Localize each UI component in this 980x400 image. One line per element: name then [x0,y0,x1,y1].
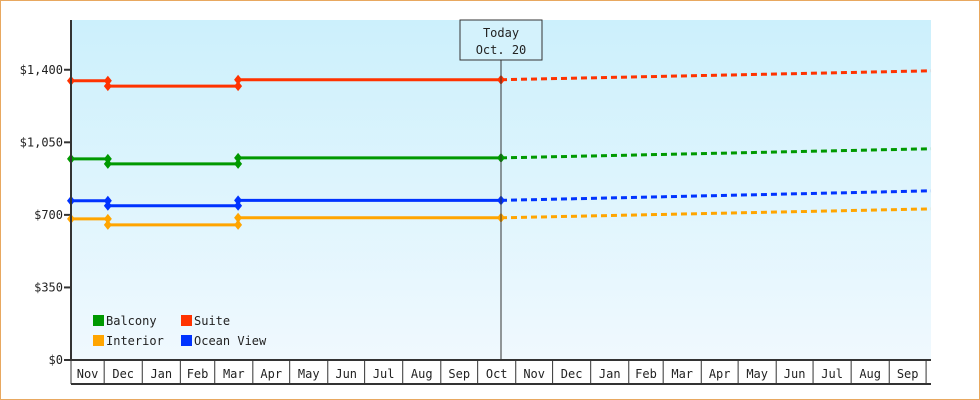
data-point-balcony[interactable] [103,158,112,169]
x-tick-label: Feb [187,367,209,381]
series-line-ocean-view [71,198,501,208]
x-tick-label: Sep [448,367,470,381]
forecast-line-suite [500,69,932,82]
data-point-interior[interactable] [234,212,243,223]
x-tick-label: Jun [784,367,806,381]
data-point-balcony[interactable] [234,152,243,163]
data-point-suite[interactable] [234,81,243,92]
forecast-line-ocean-view [500,189,932,202]
data-point-ocean-view[interactable] [103,200,112,211]
x-tick-label: Aug [411,367,433,381]
data-point-interior[interactable] [103,213,112,224]
data-point-suite[interactable] [234,74,243,85]
series-line-suite [71,78,501,88]
y-tick-label: $1,400 [20,63,63,77]
x-tick-label: Jan [599,367,621,381]
today-box [459,19,543,61]
x-tick-label: Jan [150,367,172,381]
x-tick-label: Sep [897,367,919,381]
x-tick-label: Apr [260,367,282,381]
data-point-suite[interactable] [103,75,112,86]
x-tick-label: Jun [335,367,357,381]
today-label: Today [483,26,519,40]
legend-swatch [93,315,104,326]
forecast-line-balcony [500,147,932,160]
series-line-interior [71,216,501,227]
legend-swatch [181,335,192,346]
y-tick-label: $0 [49,353,63,367]
x-tick-label: Aug [859,367,881,381]
data-point-balcony[interactable] [234,158,243,169]
x-tick-label: Feb [635,367,657,381]
y-tick-label: $1,050 [20,135,63,149]
data-point-interior[interactable] [234,219,243,230]
data-point-interior[interactable] [103,219,112,230]
x-tick-label: Mar [671,367,693,381]
data-point-ocean-view[interactable] [234,195,243,206]
legend-swatch [181,315,192,326]
legend-label: Ocean View [194,334,267,348]
legend: Balcony Suite Interior Ocean View [93,314,267,348]
series-line-balcony [71,156,501,166]
today-date: Oct. 20 [476,43,527,57]
data-point-suite[interactable] [103,81,112,92]
legend-label: Suite [194,314,230,328]
x-tick-label: Dec [112,367,134,381]
today-marker: Today Oct. 20 [459,19,543,360]
x-tick-label: Dec [561,367,583,381]
y-tick-label: $700 [34,208,63,222]
legend-label: Balcony [106,314,157,328]
x-tick-label: May [298,367,320,381]
forecast-line-interior [500,207,932,220]
x-tick-label: Oct [486,367,508,381]
data-point-ocean-view[interactable] [234,200,243,211]
legend-label: Interior [106,334,164,348]
legend-swatch [93,335,104,346]
x-tick-label: Apr [709,367,731,381]
y-tick-label: $350 [34,280,63,294]
x-tick-label: Nov [77,367,99,381]
x-tick-label: May [746,367,768,381]
x-tick-label: Jul [821,367,843,381]
x-tick-label: Jul [373,367,395,381]
x-tick-label: Mar [223,367,245,381]
x-tick-label: Nov [523,367,545,381]
